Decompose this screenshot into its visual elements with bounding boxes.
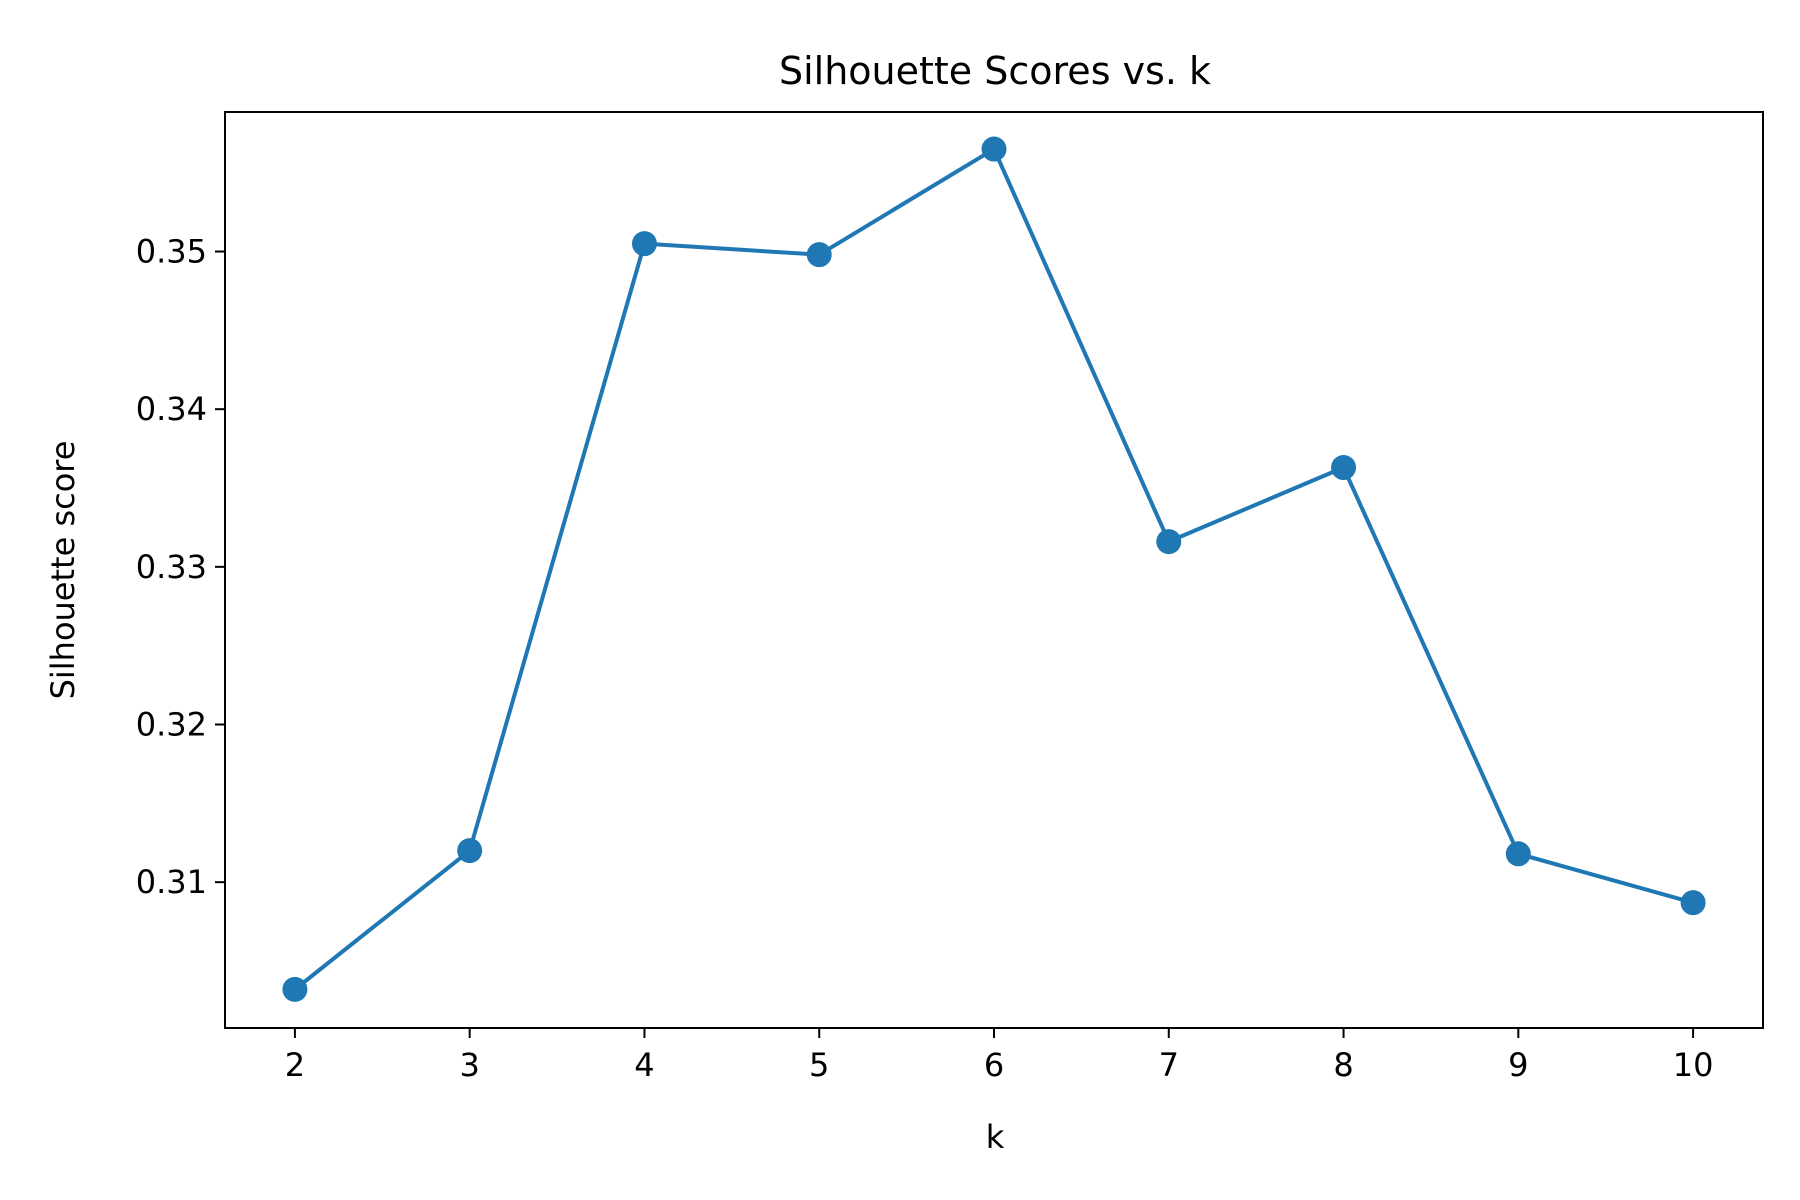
y-axis-label: Silhouette score xyxy=(44,441,82,700)
x-tick-label: 8 xyxy=(1333,1046,1353,1084)
data-point xyxy=(1680,890,1706,916)
y-axis: 0.31 0.32 0.33 0.34 0.35 xyxy=(136,233,225,901)
y-tick-label: 0.34 xyxy=(136,390,207,428)
series-layer xyxy=(282,136,1706,1002)
data-point xyxy=(1331,455,1357,481)
x-axis-label: k xyxy=(986,1118,1005,1156)
y-tick-label: 0.33 xyxy=(136,548,207,586)
data-point xyxy=(631,231,657,257)
data-point xyxy=(457,838,483,864)
x-axis: 2 3 4 5 6 7 8 9 10 xyxy=(285,1028,1714,1084)
x-tick-label: 3 xyxy=(460,1046,480,1084)
x-tick-label: 10 xyxy=(1673,1046,1714,1084)
x-tick-label: 4 xyxy=(634,1046,654,1084)
data-point xyxy=(1505,841,1531,867)
chart-title: Silhouette Scores vs. k xyxy=(779,49,1211,93)
data-point xyxy=(806,242,832,268)
x-tick-label: 6 xyxy=(984,1046,1004,1084)
x-tick-label: 2 xyxy=(285,1046,305,1084)
data-point xyxy=(282,976,308,1002)
data-point xyxy=(1156,529,1182,555)
x-tick-label: 5 xyxy=(809,1046,829,1084)
data-point xyxy=(981,136,1007,162)
y-tick-label: 0.31 xyxy=(136,863,207,901)
x-tick-label: 7 xyxy=(1159,1046,1179,1084)
y-tick-label: 0.35 xyxy=(136,233,207,271)
y-tick-label: 0.32 xyxy=(136,706,207,744)
plot-area: 2 3 4 5 6 7 8 9 10 0.31 0.32 0.33 0.34 0.35 xyxy=(136,111,1764,1084)
x-tick-label: 9 xyxy=(1508,1046,1528,1084)
